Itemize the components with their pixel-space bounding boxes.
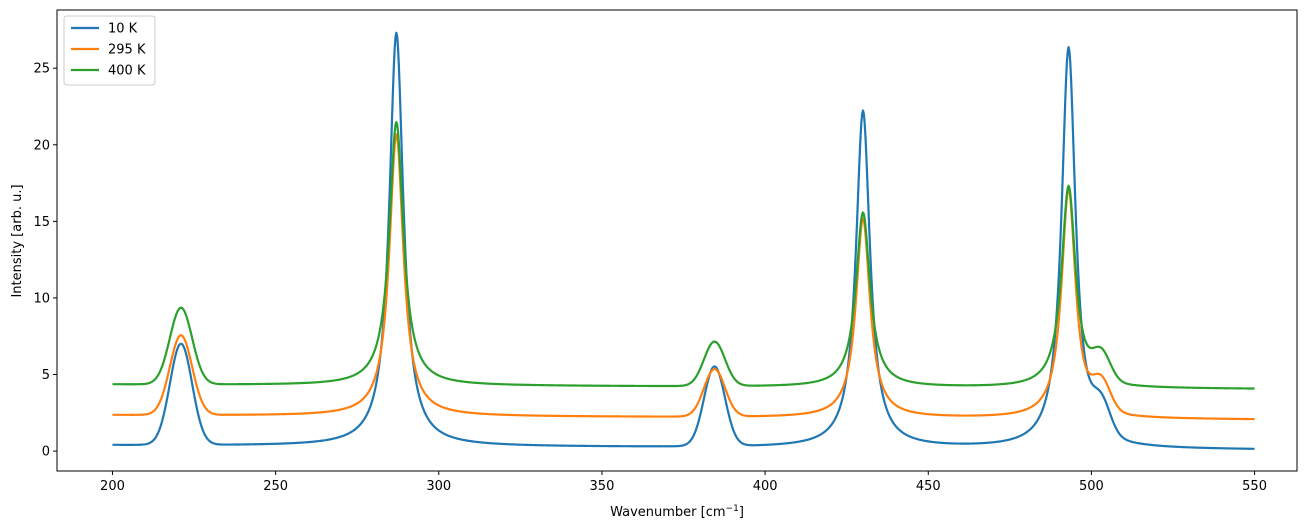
series-line bbox=[112, 133, 1255, 421]
x-tick-label: 350 bbox=[590, 479, 615, 494]
y-tick-label: 25 bbox=[33, 62, 50, 77]
x-tick-label: 500 bbox=[1079, 479, 1104, 494]
axes-frame bbox=[56, 9, 1298, 472]
y-tick-label: 15 bbox=[33, 215, 50, 230]
series-line bbox=[112, 120, 1255, 390]
legend-label: 400 K bbox=[108, 64, 146, 79]
x-tick-label: 400 bbox=[753, 479, 778, 494]
x-tick-label: 550 bbox=[1242, 479, 1267, 494]
plot-area bbox=[112, 31, 1255, 450]
series-line bbox=[112, 31, 1255, 450]
y-tick-label: 10 bbox=[33, 291, 50, 306]
legend-label: 295 K bbox=[108, 43, 146, 58]
x-axis-label: Wavenumber [cm−1] bbox=[610, 504, 744, 520]
y-tick-label: 0 bbox=[42, 445, 50, 460]
y-tick-label: 5 bbox=[42, 368, 50, 383]
x-tick-label: 200 bbox=[100, 479, 125, 494]
legend: 10 K 295 K 400 K bbox=[63, 15, 156, 86]
x-tick-label: 250 bbox=[263, 479, 288, 494]
y-axis: 0 5 10 15 20 25 bbox=[33, 62, 57, 460]
x-tick-label: 300 bbox=[426, 479, 451, 494]
y-tick-label: 20 bbox=[33, 138, 50, 153]
legend-label: 10 K bbox=[108, 22, 138, 37]
legend-box bbox=[63, 15, 156, 86]
x-tick-label: 450 bbox=[916, 479, 941, 494]
x-axis: 200 250 300 350 400 450 500 550 bbox=[100, 471, 1267, 494]
y-axis-label: Intensity [arb. u.] bbox=[10, 184, 25, 297]
